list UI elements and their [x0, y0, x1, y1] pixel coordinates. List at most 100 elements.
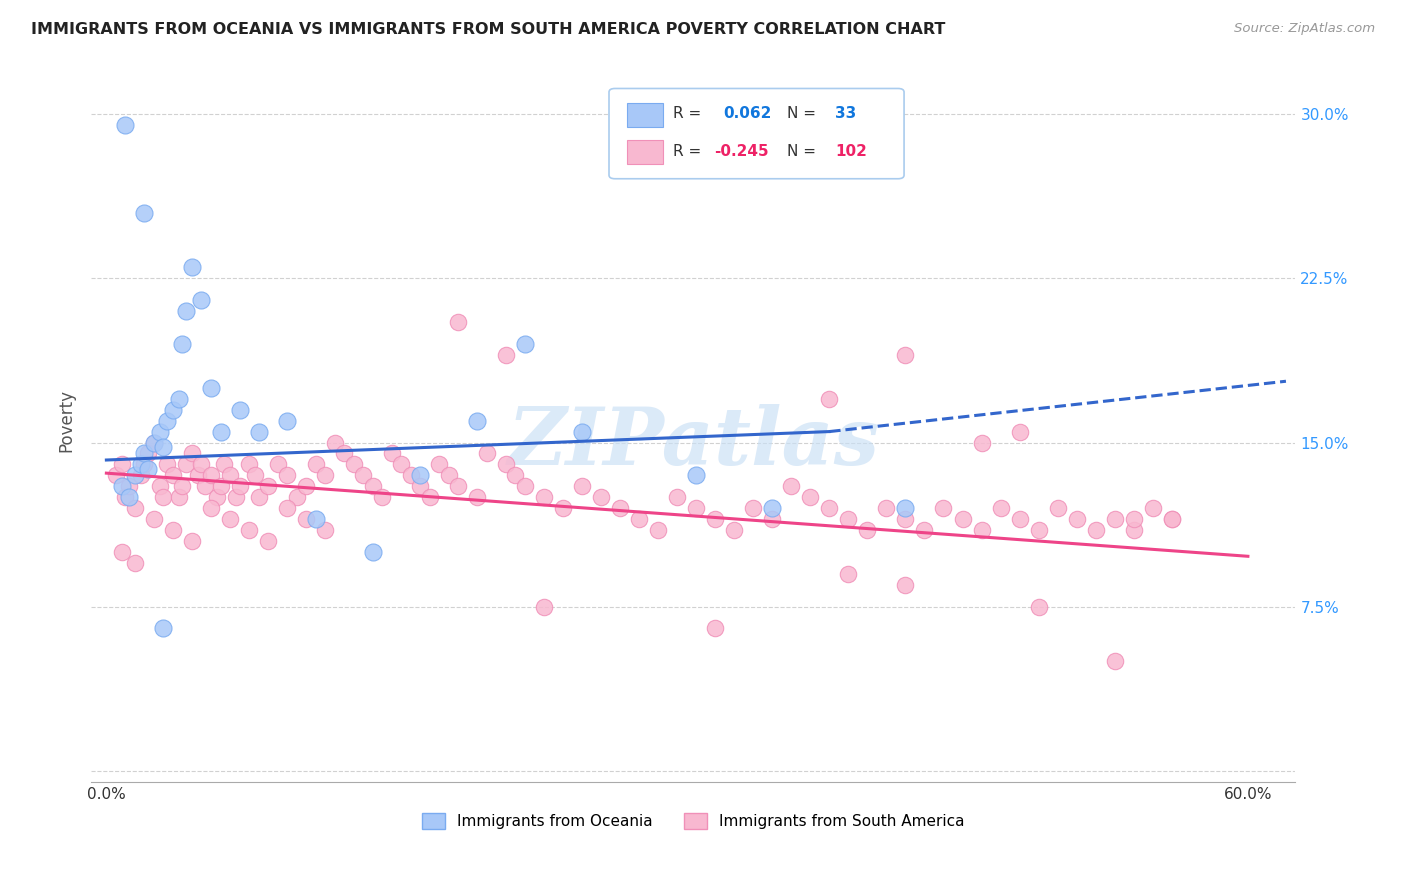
Point [571, 479, 593, 493]
Point [1142, 501, 1164, 516]
Point [219, 512, 242, 526]
Point [190, 458, 212, 472]
Legend: Immigrants from Oceania, Immigrants from South America: Immigrants from Oceania, Immigrants from… [416, 807, 970, 836]
Text: R =: R = [673, 106, 702, 121]
Point [837, 512, 859, 526]
Point [551, 501, 574, 516]
Point [666, 490, 689, 504]
Point [181, 446, 204, 460]
Point [209, 479, 232, 493]
Point [181, 260, 204, 275]
Point [343, 458, 366, 472]
Point [533, 599, 555, 614]
Point [894, 348, 917, 362]
Point [1008, 425, 1031, 439]
Point [136, 462, 159, 476]
Point [149, 479, 172, 493]
Point [314, 523, 336, 537]
Point [142, 435, 165, 450]
Point [247, 425, 270, 439]
Point [156, 414, 179, 428]
Text: IMMIGRANTS FROM OCEANIA VS IMMIGRANTS FROM SOUTH AMERICA POVERTY CORRELATION CHA: IMMIGRANTS FROM OCEANIA VS IMMIGRANTS FR… [31, 22, 945, 37]
Point [371, 490, 394, 504]
Point [295, 512, 318, 526]
Text: N =: N = [787, 106, 817, 121]
Point [419, 490, 441, 504]
Point [174, 458, 197, 472]
Point [505, 468, 527, 483]
Point [110, 458, 132, 472]
Point [152, 490, 174, 504]
Point [533, 490, 555, 504]
Point [333, 446, 356, 460]
Point [305, 512, 328, 526]
Text: ZIPatlas: ZIPatlas [508, 403, 879, 481]
Point [495, 458, 517, 472]
Point [187, 468, 209, 483]
Point [647, 523, 669, 537]
Point [1046, 501, 1069, 516]
Point [761, 501, 783, 516]
Point [685, 501, 707, 516]
Point [243, 468, 266, 483]
Point [361, 479, 384, 493]
Point [285, 490, 308, 504]
Point [1008, 512, 1031, 526]
Point [172, 337, 194, 351]
Point [257, 533, 280, 548]
FancyBboxPatch shape [627, 140, 664, 164]
Point [314, 468, 336, 483]
Point [914, 523, 936, 537]
Point [609, 501, 631, 516]
Point [894, 501, 917, 516]
Point [200, 501, 222, 516]
Point [495, 348, 517, 362]
Point [1160, 512, 1182, 526]
Point [124, 468, 146, 483]
Point [856, 523, 879, 537]
Point [1028, 523, 1050, 537]
Text: Source: ZipAtlas.com: Source: ZipAtlas.com [1234, 22, 1375, 36]
Point [149, 425, 172, 439]
Point [1122, 523, 1144, 537]
Point [780, 479, 803, 493]
Point [970, 523, 993, 537]
Point [142, 512, 165, 526]
Point [799, 490, 821, 504]
Point [1104, 654, 1126, 668]
Point [437, 468, 460, 483]
Point [124, 501, 146, 516]
Point [129, 468, 152, 483]
Point [209, 425, 232, 439]
Point [219, 468, 242, 483]
Point [467, 490, 489, 504]
Point [142, 435, 165, 450]
Point [162, 468, 184, 483]
Point [276, 414, 298, 428]
Point [238, 523, 260, 537]
Point [704, 512, 727, 526]
Point [447, 315, 470, 329]
Point [1028, 599, 1050, 614]
Point [124, 556, 146, 570]
Text: 33: 33 [835, 106, 856, 121]
Point [837, 566, 859, 581]
Text: 0.062: 0.062 [724, 106, 772, 121]
Point [225, 490, 247, 504]
Point [276, 501, 298, 516]
Point [1104, 512, 1126, 526]
Point [118, 479, 141, 493]
Point [628, 512, 651, 526]
Point [970, 435, 993, 450]
Point [818, 501, 841, 516]
Point [118, 490, 141, 504]
Point [305, 458, 328, 472]
Point [818, 392, 841, 406]
Point [136, 446, 159, 460]
Point [704, 622, 727, 636]
Point [932, 501, 955, 516]
Point [475, 446, 498, 460]
Point [427, 458, 450, 472]
Point [295, 479, 318, 493]
Point [266, 458, 288, 472]
